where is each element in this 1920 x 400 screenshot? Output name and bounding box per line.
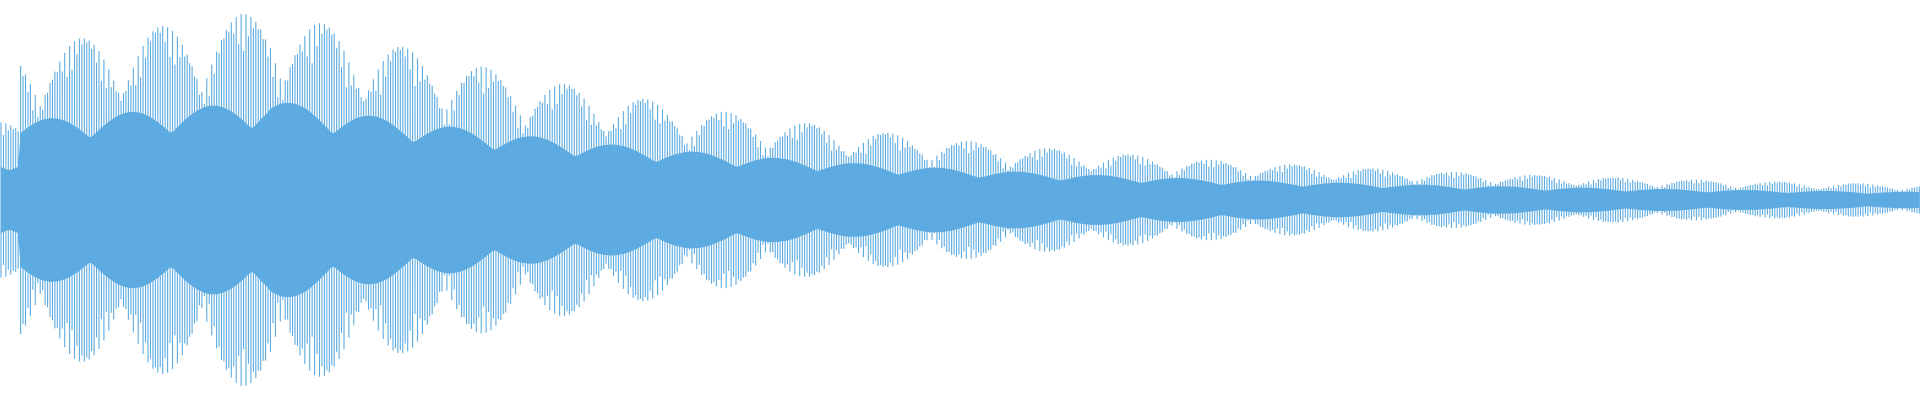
waveform-core: [1, 102, 1920, 298]
waveform-lines: [0, 14, 1920, 386]
